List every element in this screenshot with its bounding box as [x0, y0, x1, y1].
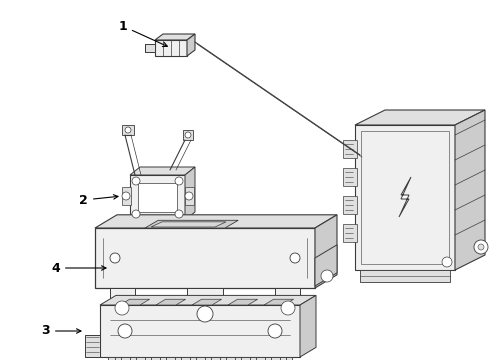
Polygon shape	[138, 183, 177, 212]
Polygon shape	[264, 299, 294, 305]
Polygon shape	[120, 299, 149, 305]
Circle shape	[115, 301, 129, 315]
Polygon shape	[108, 357, 292, 360]
Circle shape	[175, 210, 183, 218]
Polygon shape	[343, 196, 357, 214]
Polygon shape	[130, 175, 185, 220]
Polygon shape	[183, 130, 193, 140]
Polygon shape	[122, 187, 131, 205]
Circle shape	[478, 244, 484, 250]
Polygon shape	[455, 110, 485, 270]
Polygon shape	[130, 167, 195, 175]
Circle shape	[281, 301, 295, 315]
Polygon shape	[300, 296, 316, 357]
Circle shape	[125, 127, 131, 133]
Polygon shape	[95, 228, 315, 288]
Polygon shape	[315, 215, 337, 288]
Circle shape	[290, 253, 300, 263]
Polygon shape	[151, 222, 226, 227]
Polygon shape	[192, 299, 221, 305]
Polygon shape	[110, 288, 135, 316]
Circle shape	[442, 257, 452, 267]
Circle shape	[132, 177, 140, 185]
Polygon shape	[360, 270, 450, 282]
Text: 4: 4	[51, 261, 106, 274]
Polygon shape	[355, 110, 485, 125]
Text: 1: 1	[118, 19, 168, 46]
Polygon shape	[399, 177, 411, 217]
Polygon shape	[355, 125, 455, 270]
Polygon shape	[343, 140, 357, 158]
Polygon shape	[275, 288, 300, 316]
Circle shape	[268, 324, 282, 338]
Circle shape	[185, 192, 193, 200]
Circle shape	[321, 270, 333, 282]
Polygon shape	[155, 40, 187, 56]
Polygon shape	[122, 125, 134, 135]
Circle shape	[122, 192, 130, 200]
Circle shape	[175, 177, 183, 185]
Circle shape	[474, 240, 488, 254]
Polygon shape	[145, 220, 238, 228]
Polygon shape	[187, 288, 223, 323]
Circle shape	[197, 306, 213, 322]
Polygon shape	[187, 34, 195, 56]
Polygon shape	[228, 299, 258, 305]
Polygon shape	[145, 44, 155, 52]
Text: 2: 2	[79, 194, 118, 207]
Polygon shape	[185, 187, 194, 205]
Polygon shape	[95, 215, 337, 228]
Polygon shape	[343, 168, 357, 186]
Circle shape	[110, 253, 120, 263]
Polygon shape	[100, 305, 300, 357]
Polygon shape	[343, 224, 357, 242]
Text: 3: 3	[41, 324, 81, 338]
Polygon shape	[85, 335, 100, 357]
Polygon shape	[156, 299, 186, 305]
Circle shape	[185, 132, 191, 138]
Polygon shape	[185, 167, 195, 220]
Circle shape	[118, 324, 132, 338]
Polygon shape	[315, 245, 337, 286]
Polygon shape	[155, 34, 195, 40]
Circle shape	[132, 210, 140, 218]
Polygon shape	[100, 296, 316, 305]
